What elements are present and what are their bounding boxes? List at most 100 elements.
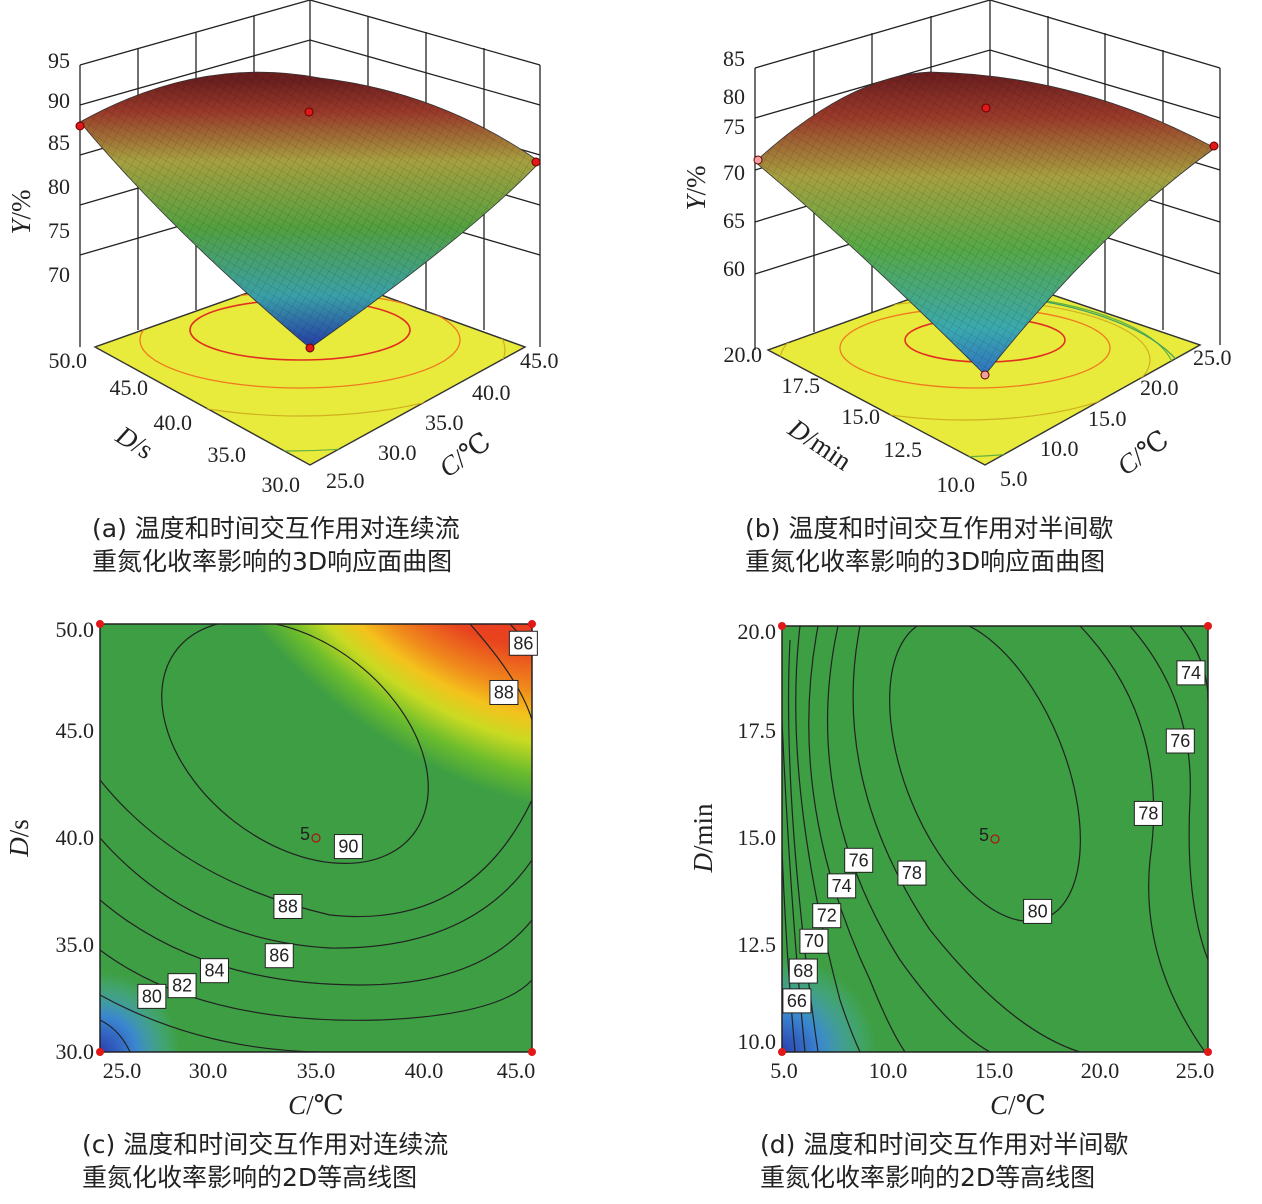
panel-a-z-tick: 85 [48,130,70,155]
panel-a-surface: 70 75 80 85 90 95 Y/% 30.0 35.0 40.0 45.… [6,0,559,497]
panel-a-x-tick: 35.0 [425,410,464,435]
panel-d-y-tick: 15.0 [738,825,777,850]
contour-label-text: 86 [269,946,289,966]
caption-a-line1: (a) 温度和时间交互作用对连续流 [92,514,460,543]
contour-label-text: 66 [787,991,807,1011]
panel-c-x-ticks: 25.0 30.0 35.0 40.0 45.0 [103,1058,536,1083]
panel-b-y-tick: 15.0 [842,404,881,429]
panel-a-y-ticks: 30.0 35.0 40.0 45.0 50.0 [49,348,301,497]
panel-c-corner-points [96,620,536,1056]
panel-a-z-ticks: 70 75 80 85 90 95 [48,48,70,287]
contour-label: 84 [199,958,229,984]
panel-b-x-tick: 25.0 [1193,345,1232,370]
contour-label-text: 78 [902,863,922,883]
contour-label-box [264,943,294,969]
contour-label-text: 90 [338,837,358,857]
caption-a-line2: 重氮化收率影响的3D响应面曲图 [92,547,453,576]
caption-a: (a) 温度和时间交互作用对连续流 重氮化收率影响的3D响应面曲图 [92,512,460,578]
panel-b-design-points [753,103,1219,380]
panel-c-x-tick: 45.0 [497,1058,536,1083]
panel-b-y-tick: 20.0 [724,342,763,367]
panel-a-y-tick: 45.0 [110,375,149,400]
caption-d-line1: (d) 温度和时间交互作用对半间歇 [760,1130,1129,1159]
contour-label-box [508,630,538,656]
contour-label-text: 80 [1028,901,1048,921]
design-center-point [990,834,1000,844]
panel-a-y-tick: 50.0 [49,348,88,373]
contour-label-text: 76 [849,850,869,870]
contour-label-text: 74 [832,876,852,896]
panel-a-design-points [75,107,541,353]
panel-d-y-tick: 17.5 [738,718,777,743]
contour-label: 88 [273,893,303,919]
panel-a-x-tick: 25.0 [326,468,365,493]
panel-a-x-tick: 30.0 [378,440,417,465]
contour-label: 76 [844,847,874,873]
contour-label-box [844,847,874,873]
contour-label-text: 76 [1170,731,1190,751]
contour-label-box [333,834,363,860]
contour-label: 76 [1165,728,1195,754]
panel-a-y-tick: 30.0 [262,472,301,497]
panel-b-y-ticks: 10.0 12.5 15.0 17.5 20.0 [724,342,976,497]
contour-label: 78 [1133,800,1163,826]
panel-c-y-tick: 30.0 [56,1039,95,1064]
contour-label-box [137,983,167,1009]
contour-label-box [812,903,842,929]
panel-d-y-tick: 12.5 [738,932,777,957]
panel-b-z-tick: 80 [723,84,745,109]
contour-label-text: 86 [513,633,533,653]
caption-d-line2: 重氮化收率影响的2D等高线图 [760,1163,1096,1192]
contour-label: 78 [897,860,927,886]
panel-b-z-ticks: 60 65 70 75 80 85 [723,46,745,281]
design-center-point [311,833,321,843]
panel-a-y-label: D/s [110,419,159,465]
panel-b-x-tick: 5.0 [1000,466,1028,491]
contour-label: 74 [827,873,857,899]
panel-d-corner-points [778,622,1212,1056]
panel-d-y-tick: 20.0 [738,619,777,644]
caption-b: (b) 温度和时间交互作用对半间歇 重氮化收率影响的3D响应面曲图 [745,512,1113,578]
contour-label-box [1176,660,1206,686]
panel-c-y-tick: 40.0 [56,825,95,850]
contour-label-box [1133,800,1163,826]
panel-a-z-tick: 75 [48,218,70,243]
caption-c-line1: (c) 温度和时间交互作用对连续流 [82,1130,449,1159]
panel-a-z-tick: 95 [48,48,70,73]
contour-label-text: 84 [204,961,224,981]
contour-label-text: 78 [1138,803,1158,823]
contour-label-text: 70 [804,931,824,951]
contour-label: 68 [788,958,818,984]
contour-label-text: 72 [817,906,837,926]
panel-a-x-tick: 45.0 [520,348,559,373]
panel-c-x-tick: 25.0 [103,1058,142,1083]
panel-a-y-tick: 40.0 [154,410,193,435]
caption-d: (d) 温度和时间交互作用对半间歇 重氮化收率影响的2D等高线图 [760,1128,1128,1194]
contour-label-text: 80 [142,986,162,1006]
panel-b-z-tick: 85 [723,46,745,71]
contour-label-box [782,988,812,1014]
panel-b-x-tick: 15.0 [1088,406,1127,431]
contour-label-box [273,893,303,919]
contour-label-box [199,958,229,984]
panel-c-x-tick: 40.0 [405,1058,444,1083]
contour-label: 82 [167,973,197,999]
panel-d-contour: 5 66 68 70 72 74 76 78 80 78 76 74 5.0 10.0 15.0 20… [688,619,1214,1120]
panel-b-z-tick: 65 [723,208,745,233]
contour-label-box [799,928,829,954]
contour-label-box [897,860,927,886]
panel-a-z-tick: 70 [48,262,70,287]
contour-label: 86 [264,943,294,969]
panel-b-x-ticks: 5.0 10.0 15.0 20.0 25.0 [1000,345,1232,491]
panel-d-x-tick: 20.0 [1081,1058,1120,1083]
panel-c-x-tick: 35.0 [297,1058,336,1083]
caption-c: (c) 温度和时间交互作用对连续流 重氮化收率影响的2D等高线图 [82,1128,448,1194]
center-point-label: 5 [300,824,310,844]
panel-b-x-tick: 20.0 [1140,375,1179,400]
contour-label-text: 88 [494,682,514,702]
contour-label: 88 [489,679,519,705]
panel-d-x-label: C/℃ [990,1090,1046,1120]
panel-a-z-tick: 80 [48,174,70,199]
panel-b-y-tick: 17.5 [782,373,821,398]
caption-b-line2: 重氮化收率影响的3D响应面曲图 [745,547,1106,576]
